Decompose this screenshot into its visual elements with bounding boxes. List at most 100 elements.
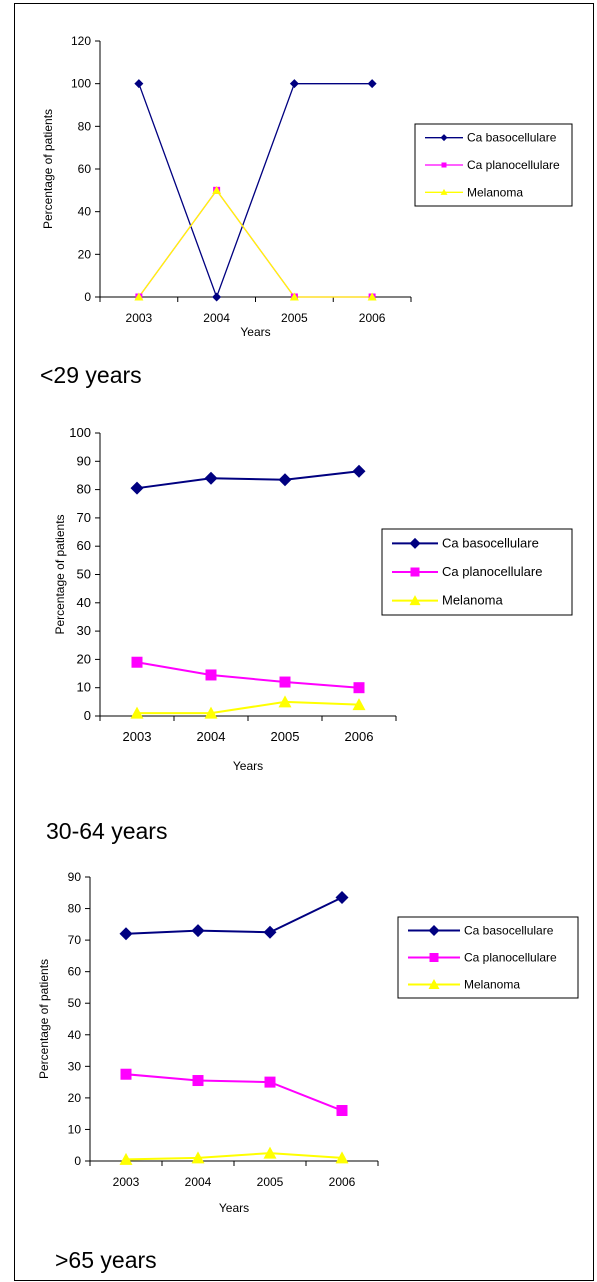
data-point-diamond bbox=[134, 79, 144, 89]
y-tick-label: 20 bbox=[78, 247, 92, 261]
data-point-triangle bbox=[191, 1151, 205, 1164]
y-tick-label: 90 bbox=[68, 870, 82, 884]
y-tick-label: 120 bbox=[71, 34, 91, 48]
data-point-square bbox=[120, 1068, 132, 1080]
data-point-diamond bbox=[119, 927, 133, 941]
data-point-square bbox=[131, 656, 143, 668]
x-tick-label: 2006 bbox=[359, 311, 386, 325]
data-point-triangle bbox=[428, 979, 440, 989]
y-tick-label: 100 bbox=[69, 425, 91, 440]
y-tick-label: 50 bbox=[68, 996, 82, 1010]
y-tick-label: 70 bbox=[77, 510, 91, 525]
x-tick-label: 2003 bbox=[126, 311, 153, 325]
y-tick-label: 0 bbox=[84, 290, 91, 304]
chart-caption: >65 years bbox=[55, 1247, 157, 1273]
data-point-triangle bbox=[212, 185, 222, 194]
y-axis-label: Percentage of patients bbox=[37, 959, 51, 1079]
y-tick-label: 50 bbox=[77, 567, 91, 582]
data-point-triangle bbox=[134, 292, 144, 301]
data-point-triangle bbox=[119, 1152, 133, 1165]
data-point-triangle bbox=[440, 188, 448, 195]
data-point-diamond bbox=[440, 134, 448, 142]
y-tick-label: 60 bbox=[77, 538, 91, 553]
x-tick-label: 2005 bbox=[281, 311, 308, 325]
data-point-triangle bbox=[409, 595, 421, 606]
y-tick-label: 20 bbox=[77, 651, 91, 666]
y-tick-label: 60 bbox=[78, 162, 92, 176]
y-tick-label: 40 bbox=[68, 1028, 82, 1042]
data-point-triangle bbox=[352, 698, 366, 711]
data-point-diamond bbox=[212, 292, 222, 302]
data-point-triangle bbox=[130, 706, 144, 719]
data-point-square bbox=[192, 1075, 204, 1087]
y-tick-label: 0 bbox=[74, 1154, 81, 1168]
chart-caption: <29 years bbox=[40, 362, 142, 388]
data-point-diamond bbox=[428, 925, 440, 936]
series-line bbox=[136, 470, 360, 490]
data-point-triangle bbox=[367, 292, 377, 301]
data-point-diamond bbox=[367, 79, 377, 89]
legend-entry: Ca planocellulare bbox=[442, 564, 542, 579]
data-point-square bbox=[441, 162, 447, 168]
data-point-triangle bbox=[263, 1146, 277, 1159]
chart-caption: 30-64 years bbox=[46, 818, 168, 844]
y-tick-label: 20 bbox=[68, 1091, 82, 1105]
legend-entry: Ca basocellulare bbox=[442, 535, 539, 550]
data-point-triangle bbox=[204, 706, 218, 719]
y-tick-label: 60 bbox=[68, 965, 82, 979]
y-tick-label: 100 bbox=[71, 77, 91, 91]
x-tick-label: 2005 bbox=[271, 729, 300, 744]
legend-entry: Melanoma bbox=[464, 978, 520, 992]
data-point-triangle bbox=[278, 695, 292, 708]
data-point-diamond bbox=[278, 473, 292, 487]
data-point-square bbox=[429, 953, 439, 962]
y-axis-label: Percentage of patients bbox=[53, 514, 67, 634]
data-point-diamond bbox=[130, 481, 144, 495]
series-line bbox=[138, 189, 373, 298]
data-point-diamond bbox=[409, 537, 421, 549]
series-line bbox=[136, 661, 360, 689]
data-point-diamond bbox=[263, 925, 277, 939]
x-tick-label: 2004 bbox=[203, 311, 230, 325]
data-point-square bbox=[279, 676, 291, 688]
data-point-square bbox=[205, 669, 217, 681]
series-line bbox=[125, 1152, 343, 1161]
series-line bbox=[138, 83, 373, 299]
figure-frame bbox=[14, 3, 594, 1281]
x-axis-label: Years bbox=[240, 325, 270, 339]
y-tick-label: 30 bbox=[68, 1059, 82, 1073]
y-tick-label: 10 bbox=[68, 1122, 82, 1136]
data-point-square bbox=[410, 567, 420, 577]
y-tick-label: 80 bbox=[77, 482, 91, 497]
series-line bbox=[125, 896, 343, 935]
x-tick-label: 2004 bbox=[197, 729, 226, 744]
legend-entry: Ca planocellulare bbox=[467, 158, 560, 172]
legend-entry: Ca basocellulare bbox=[467, 131, 557, 145]
data-point-diamond bbox=[352, 464, 366, 478]
legend-entry: Ca planocellulare bbox=[464, 951, 557, 965]
y-tick-label: 80 bbox=[78, 119, 92, 133]
x-axis-label: Years bbox=[219, 1201, 249, 1215]
x-tick-label: 2006 bbox=[329, 1175, 356, 1189]
data-point-square bbox=[336, 1105, 348, 1117]
y-tick-label: 30 bbox=[77, 623, 91, 638]
y-tick-label: 40 bbox=[78, 205, 92, 219]
legend-entry: Melanoma bbox=[467, 185, 523, 199]
y-tick-label: 40 bbox=[77, 595, 91, 610]
y-tick-label: 0 bbox=[84, 708, 91, 723]
x-axis-label: Years bbox=[233, 759, 263, 773]
data-point-diamond bbox=[204, 471, 218, 485]
x-tick-label: 2004 bbox=[185, 1175, 212, 1189]
y-tick-label: 80 bbox=[68, 902, 82, 916]
x-tick-label: 2003 bbox=[113, 1175, 140, 1189]
chart-under-29: 0 20 40 60 80 100 120 2003 2004 2005 2006 Years Perc… bbox=[41, 34, 573, 339]
data-point-diamond bbox=[335, 891, 349, 905]
data-point-diamond bbox=[191, 924, 205, 938]
legend-entry: Melanoma bbox=[442, 593, 503, 608]
data-point-square bbox=[264, 1076, 276, 1088]
data-point-square bbox=[353, 682, 365, 694]
x-tick-label: 2003 bbox=[123, 729, 152, 744]
data-point-triangle bbox=[335, 1151, 349, 1164]
y-tick-label: 90 bbox=[77, 453, 91, 468]
